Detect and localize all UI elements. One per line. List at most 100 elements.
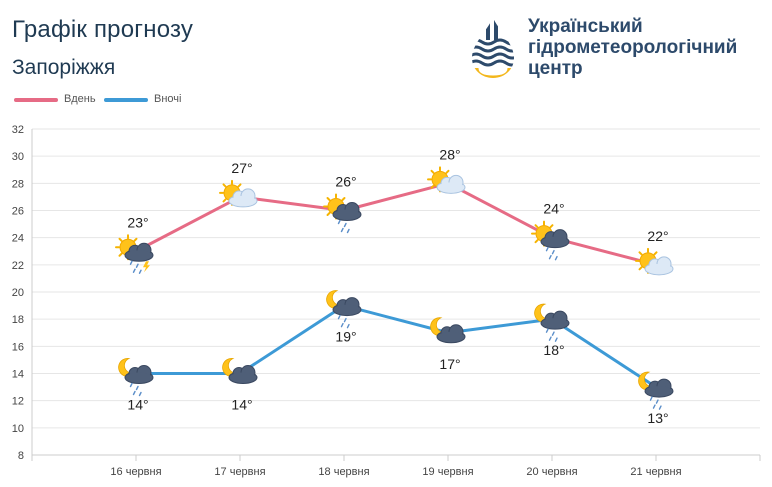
- y-tick-label: 26: [12, 206, 24, 218]
- sun-ray: [534, 224, 539, 229]
- sun-ray: [326, 197, 331, 202]
- moon-cloud-icon: [222, 358, 258, 384]
- rain-drop: [135, 263, 139, 268]
- rain-drop: [343, 222, 347, 228]
- rain-drop: [138, 391, 142, 397]
- cloud-shape: [126, 372, 152, 383]
- rain-drop: [554, 337, 558, 342]
- y-tick-label: 20: [12, 287, 24, 299]
- sun-ray: [222, 198, 227, 203]
- rain-drop: [548, 254, 552, 260]
- x-tick-label: 19 червня: [422, 466, 473, 478]
- data-label-day: 28°: [439, 146, 460, 162]
- sun-ray: [638, 251, 643, 256]
- rain-drop: [658, 405, 662, 410]
- cloud-shape: [438, 331, 464, 342]
- y-tick-label: 30: [12, 151, 24, 163]
- sun-ray: [341, 197, 346, 202]
- sun-ray: [133, 237, 138, 242]
- rain-drop: [337, 219, 341, 225]
- rain-drop: [655, 399, 659, 404]
- org-name-line-1: Український: [528, 16, 643, 37]
- data-label-night: 13°: [647, 410, 668, 426]
- y-tick-label: 18: [12, 314, 24, 326]
- sun-cloud-icon: [219, 179, 258, 208]
- y-tick-label: 8: [18, 450, 24, 462]
- rain-drop: [545, 328, 549, 333]
- x-tick-label: 17 червня: [214, 466, 265, 478]
- rain-drop: [652, 404, 656, 409]
- sun-ray: [653, 251, 658, 256]
- data-label-night: 19°: [335, 329, 356, 345]
- rain-drop: [554, 255, 558, 261]
- sun-ray: [430, 169, 435, 174]
- organization-name: Український гідрометеорологічний центр: [528, 16, 768, 79]
- cloud-shape: [230, 195, 256, 206]
- cloud-shape: [646, 386, 672, 397]
- y-tick-label: 32: [12, 124, 24, 136]
- x-tick-label: 18 червня: [318, 466, 369, 478]
- cloud-shape: [646, 263, 672, 274]
- sun-ray: [326, 211, 331, 216]
- rain-drop: [551, 331, 555, 336]
- sun-ray: [534, 239, 539, 244]
- legend-swatch-day: [14, 98, 58, 102]
- drop-logo-icon: [472, 18, 514, 78]
- y-tick-label: 12: [12, 396, 24, 408]
- sun-cloud-rain-thunder-icon: [115, 234, 154, 274]
- legend-swatch-night: [104, 98, 148, 102]
- data-label-night: 14°: [127, 397, 148, 413]
- moon-cloud-rain-icon: [118, 358, 154, 397]
- moon-cloud-icon: [430, 317, 466, 344]
- sun-ray: [638, 266, 643, 271]
- series-line-night: [134, 304, 658, 389]
- sun-cloud-icon: [635, 247, 674, 276]
- rain-drop: [346, 228, 350, 234]
- data-label-day: 26°: [335, 174, 356, 190]
- y-tick-label: 10: [12, 423, 24, 435]
- cloud-shape: [438, 182, 464, 193]
- rain-drop: [135, 385, 139, 391]
- x-tick-label: 16 червня: [110, 466, 161, 478]
- sun-ray: [222, 183, 227, 188]
- sun-ray: [118, 252, 123, 257]
- cloud-shape: [542, 236, 568, 247]
- organization-header: Український гідрометеорологічний центр: [470, 14, 770, 84]
- legend-label-night: Вночі: [154, 93, 182, 105]
- sun-cloud-rain-icon: [323, 193, 362, 234]
- data-label-night: 14°: [231, 397, 252, 413]
- sun-ray: [430, 184, 435, 189]
- sun-ray: [549, 224, 554, 229]
- org-name-line-2: гідрометеорологічний: [528, 37, 738, 58]
- y-tick-label: 14: [12, 369, 24, 381]
- rain-drop: [346, 323, 350, 329]
- legend-label-day: Вдень: [64, 93, 96, 105]
- sun-ray: [118, 237, 123, 242]
- data-label-day: 23°: [127, 214, 148, 230]
- sun-ray: [445, 169, 450, 174]
- rain-drop: [548, 336, 552, 341]
- data-label-day: 24°: [543, 201, 564, 217]
- org-name-line-3: центр: [528, 58, 583, 79]
- y-tick-label: 28: [12, 178, 24, 190]
- sun-cloud-rain-icon: [531, 220, 570, 261]
- y-tick-label: 22: [12, 260, 24, 272]
- rain-drop: [132, 390, 136, 396]
- x-tick-label: 20 червня: [526, 466, 577, 478]
- sun-cloud-icon: [427, 166, 466, 194]
- x-tick-label: 21 червня: [630, 466, 681, 478]
- chart-subtitle: Запоріжжя: [12, 56, 116, 79]
- rain-drop: [129, 260, 133, 265]
- rain-drop: [340, 322, 344, 328]
- cloud-shape: [230, 372, 256, 383]
- moon-cloud-rain-icon: [638, 371, 674, 410]
- moon-cloud-rain-icon: [326, 290, 362, 329]
- rain-drop: [337, 314, 341, 320]
- cloud-shape: [334, 304, 360, 315]
- data-label-day: 27°: [231, 160, 252, 176]
- moon-cloud-rain-icon: [534, 303, 570, 342]
- chart-title: Графік прогнозу: [12, 16, 194, 43]
- cloud-shape: [126, 250, 152, 261]
- rain-drop: [132, 268, 136, 273]
